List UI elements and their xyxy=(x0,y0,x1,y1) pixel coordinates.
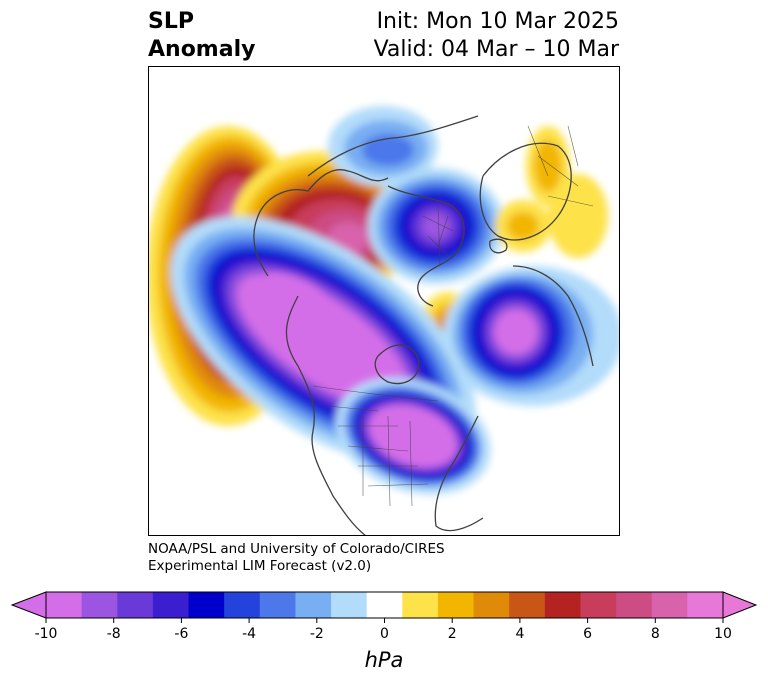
title-line-anomaly: Anomaly xyxy=(148,37,256,62)
forecast-dates: Init: Mon 10 Mar 2025 Valid: 04 Mar – 10… xyxy=(374,8,619,64)
colorbar-cell xyxy=(152,592,190,618)
colorbar-tick-label: -10 xyxy=(35,626,58,642)
colorbar-frame xyxy=(45,591,724,619)
colorbar-ticks: -10 -8 -6 -4 -2 0 2 4 6 8 10 xyxy=(35,618,732,642)
colorbar-tick-label: -4 xyxy=(242,626,256,642)
colorbar-tick-label: 6 xyxy=(583,626,592,642)
atlantic-low xyxy=(443,266,620,406)
colorbar-under-arrow xyxy=(10,591,47,619)
colorbar-cell xyxy=(331,592,368,618)
colorbar-tick-label: -2 xyxy=(310,626,324,642)
colorbar-tick-label: 10 xyxy=(714,626,732,642)
colorbar-cell xyxy=(437,592,475,618)
colorbar-cell xyxy=(580,592,617,618)
colorbar-graphic: -10 -8 -6 -4 -2 0 2 4 6 8 10 xyxy=(10,591,758,642)
colorbar-cell xyxy=(473,592,510,618)
colorbar-cells xyxy=(46,592,724,618)
colorbar-cell xyxy=(509,592,546,618)
colorbar-cell xyxy=(544,592,581,618)
colorbar-cell xyxy=(295,592,332,618)
coast-europe xyxy=(387,185,465,307)
coast-iceland xyxy=(489,238,508,254)
colorbar: -10 -8 -6 -4 -2 0 2 4 6 8 10 xyxy=(0,588,768,683)
attribution-line-1: NOAA/PSL and University of Colorado/CIRE… xyxy=(148,541,445,557)
colorbar-tick-label: 4 xyxy=(515,626,524,642)
arctic-low xyxy=(328,106,438,186)
greenland-high xyxy=(495,126,608,258)
coast-africa xyxy=(512,265,594,367)
colorbar-tick-label: 8 xyxy=(651,626,660,642)
colorbar-cell xyxy=(687,592,724,618)
colorbar-cell xyxy=(117,592,154,618)
map-frame xyxy=(148,66,620,536)
colorbar-cell xyxy=(616,592,653,618)
colorbar-cell xyxy=(366,592,403,618)
valid-range: Valid: 04 Mar – 10 Mar xyxy=(373,37,619,62)
colorbar-cell xyxy=(259,592,296,618)
colorbar-cell xyxy=(402,592,439,618)
map-panel xyxy=(148,66,620,537)
coast-hudson-bay xyxy=(374,344,420,385)
europe-low xyxy=(368,168,504,284)
anomaly-map xyxy=(148,66,620,537)
colorbar-cell xyxy=(188,592,225,618)
north-america-low xyxy=(170,216,491,495)
init-date: Init: Mon 10 Mar 2025 xyxy=(376,9,619,34)
coastlines xyxy=(253,115,594,537)
coast-north-america-east xyxy=(434,415,484,532)
colorbar-cell xyxy=(651,592,688,618)
coast-siberia xyxy=(307,115,479,177)
coast-north-america-west xyxy=(285,295,367,537)
coast-greenland xyxy=(479,142,572,241)
colorbar-over-arrow xyxy=(722,591,758,619)
colorbar-cell xyxy=(46,592,83,618)
plot-title: SLP Anomaly xyxy=(148,8,255,64)
colorbar-tick-label: 0 xyxy=(380,626,389,642)
title-line-slp: SLP xyxy=(148,9,194,34)
border-canada xyxy=(312,385,439,402)
colorbar-cell xyxy=(81,592,118,618)
political-borders xyxy=(312,125,594,507)
colorbar-unit-label: hPa xyxy=(364,648,404,672)
coast-alaska xyxy=(253,169,389,277)
border-us-states xyxy=(327,405,429,507)
border-asia-countries xyxy=(527,125,594,207)
attribution: NOAA/PSL and University of Colorado/CIRE… xyxy=(148,541,445,575)
border-europe-countries xyxy=(422,205,454,267)
colorbar-tick-label: -6 xyxy=(174,626,188,642)
attribution-line-2: Experimental LIM Forecast (v2.0) xyxy=(148,558,372,574)
colorbar-cell xyxy=(224,592,261,618)
colorbar-tick-label: 2 xyxy=(448,626,457,642)
colorbar-tick-label: -8 xyxy=(107,626,121,642)
